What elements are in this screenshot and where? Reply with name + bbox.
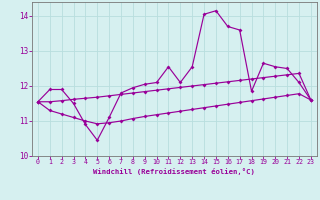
X-axis label: Windchill (Refroidissement éolien,°C): Windchill (Refroidissement éolien,°C) [93,168,255,175]
